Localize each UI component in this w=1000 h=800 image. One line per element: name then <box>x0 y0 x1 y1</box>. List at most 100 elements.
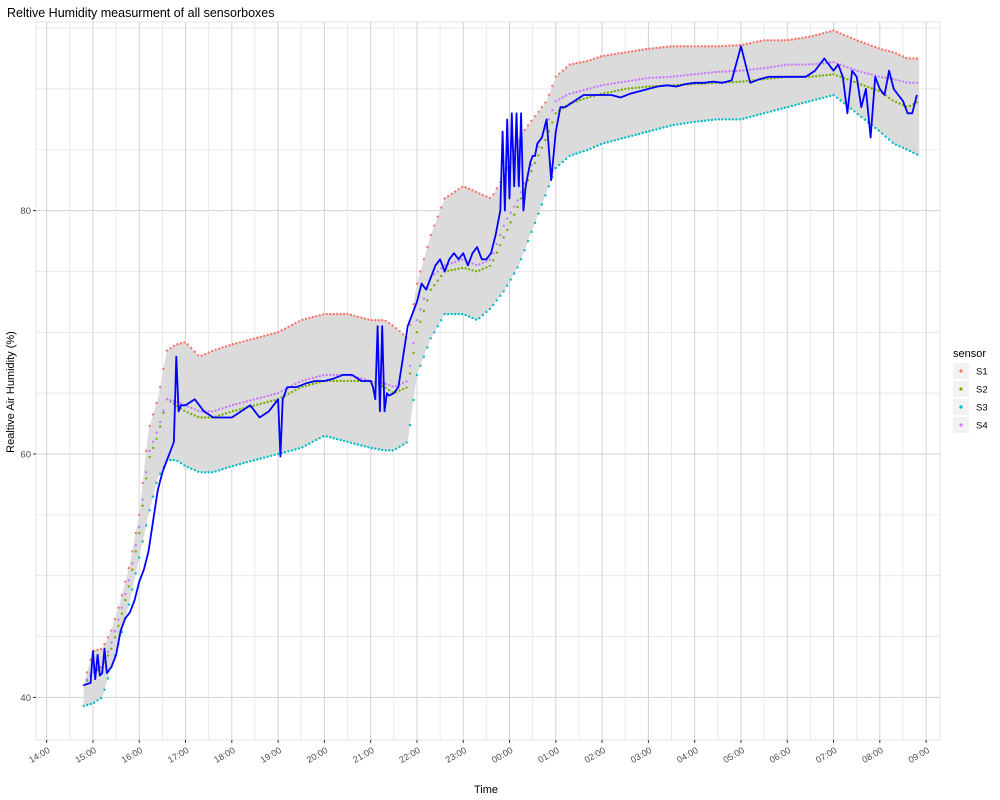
point-s1 <box>596 56 599 59</box>
point-s2 <box>627 87 630 90</box>
point-s4 <box>585 88 589 91</box>
point-s4 <box>488 258 492 261</box>
point-s1 <box>287 325 290 328</box>
point-s1 <box>901 55 905 58</box>
point-s1 <box>717 45 721 48</box>
point-s2 <box>471 269 474 272</box>
point-s2 <box>381 384 384 388</box>
point-s4 <box>457 259 460 262</box>
point-s4 <box>193 408 196 411</box>
point-s1 <box>176 343 179 346</box>
point-s4 <box>846 66 849 69</box>
point-s1 <box>134 531 137 535</box>
point-s2 <box>301 385 304 388</box>
point-s4 <box>759 67 762 70</box>
point-s3 <box>898 145 901 148</box>
point-s1 <box>665 45 669 48</box>
point-s1 <box>905 56 908 60</box>
point-s2 <box>311 382 314 386</box>
point-s3 <box>276 452 280 456</box>
point-s1 <box>311 315 314 319</box>
point-s1 <box>440 206 443 209</box>
point-s1 <box>263 334 266 338</box>
point-s3 <box>880 132 884 135</box>
point-s3 <box>148 509 151 512</box>
point-s3 <box>315 438 318 442</box>
point-s1 <box>124 580 127 583</box>
chart-title: Reltive Humidity measurment of all senso… <box>7 6 274 20</box>
point-s2 <box>408 372 412 375</box>
point-s4 <box>676 75 679 78</box>
point-s4 <box>252 398 255 401</box>
point-s1 <box>228 344 231 347</box>
point-s3 <box>377 448 380 451</box>
point-s1 <box>162 367 165 370</box>
point-s1 <box>464 186 467 189</box>
point-s2 <box>839 75 842 79</box>
point-s1 <box>335 312 339 316</box>
point-s1 <box>908 57 912 60</box>
point-s3 <box>210 471 214 474</box>
point-s4 <box>561 96 564 99</box>
point-s1 <box>394 327 398 330</box>
range-ribbon <box>83 30 920 706</box>
point-s3 <box>207 471 210 474</box>
point-s1 <box>384 319 387 323</box>
legend-key-s3 <box>959 405 963 409</box>
point-s3 <box>523 249 526 252</box>
point-s4 <box>901 80 905 83</box>
point-s3 <box>325 435 328 438</box>
point-s1 <box>322 313 325 316</box>
point-s3 <box>794 103 797 107</box>
point-s2 <box>186 411 189 414</box>
point-s1 <box>811 34 814 38</box>
point-s1 <box>582 60 585 64</box>
point-s3 <box>217 469 221 472</box>
legend-title: sensor <box>953 348 986 360</box>
legend-key-s1 <box>959 369 963 373</box>
point-s2 <box>474 270 478 273</box>
point-s2 <box>519 197 523 200</box>
point-s3 <box>721 118 724 121</box>
point-s1 <box>558 72 561 75</box>
mean-polyline <box>83 45 918 687</box>
point-s2 <box>502 236 505 239</box>
point-s3 <box>766 111 769 114</box>
point-s3 <box>405 441 408 444</box>
point-s2 <box>190 412 193 416</box>
point-s4 <box>207 410 210 413</box>
point-s2 <box>551 121 554 124</box>
point-s4 <box>210 410 214 413</box>
point-s2 <box>117 624 120 628</box>
point-s4 <box>811 63 814 66</box>
point-s4 <box>186 405 189 408</box>
point-s4 <box>242 401 245 404</box>
point-s3 <box>155 481 158 485</box>
point-s2 <box>388 388 391 392</box>
point-s4 <box>617 81 620 84</box>
point-s1 <box>710 45 714 48</box>
point-s2 <box>433 284 436 287</box>
point-s2 <box>460 266 464 270</box>
point-s1 <box>117 606 120 609</box>
point-s1 <box>443 197 446 200</box>
point-s3 <box>516 266 519 269</box>
point-s1 <box>773 39 776 42</box>
point-s4 <box>502 224 505 227</box>
point-s2 <box>735 80 738 84</box>
point-s1 <box>849 36 853 39</box>
point-s1 <box>224 345 228 348</box>
point-s2 <box>415 331 419 334</box>
point-s2 <box>332 379 335 383</box>
point-s4 <box>162 409 165 412</box>
point-s4 <box>912 81 915 85</box>
point-s2 <box>731 80 735 84</box>
point-s2 <box>193 414 196 417</box>
point-s3 <box>238 462 242 466</box>
point-s3 <box>690 121 693 124</box>
point-s3 <box>759 113 762 116</box>
point-s1 <box>745 42 748 46</box>
legend-key-s2 <box>959 387 963 391</box>
point-s3 <box>492 303 495 307</box>
point-s4 <box>485 260 488 263</box>
